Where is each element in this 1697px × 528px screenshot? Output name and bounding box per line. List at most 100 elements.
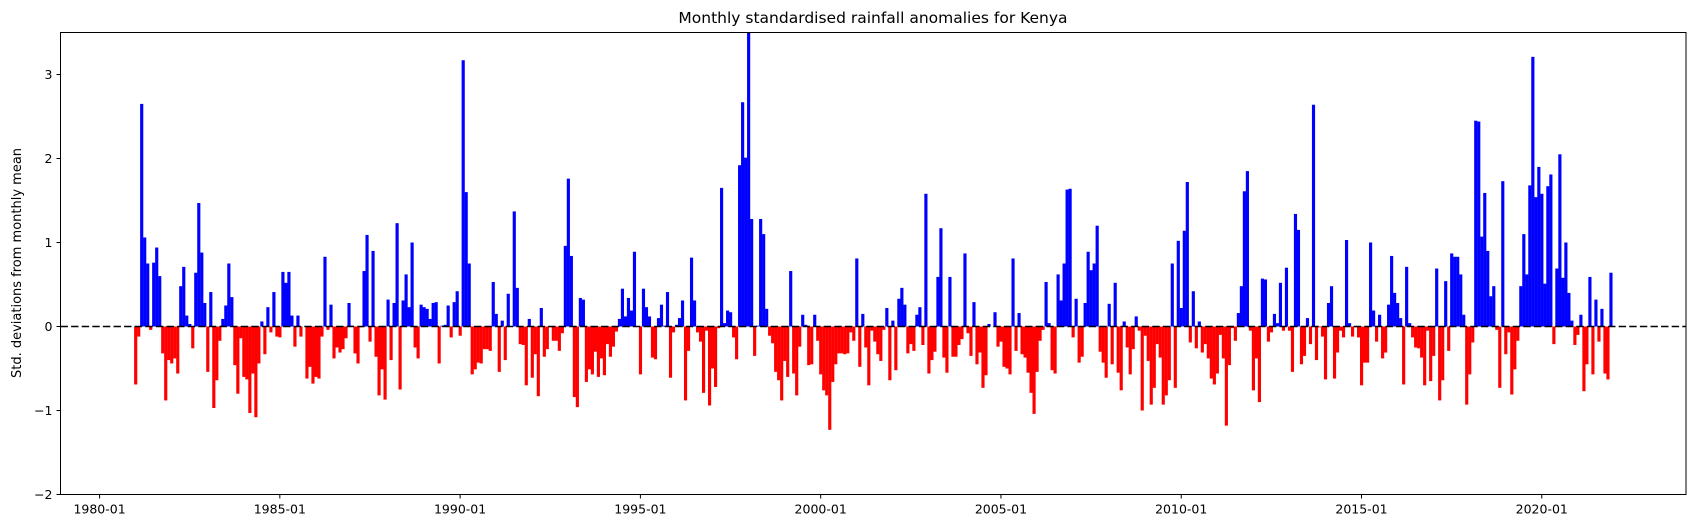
x-tick-label: 2020-01 <box>1516 502 1568 517</box>
bar <box>248 326 252 414</box>
bar <box>551 326 555 341</box>
bar <box>939 228 943 327</box>
bar <box>1429 326 1433 382</box>
bar <box>227 263 231 327</box>
bar <box>674 324 679 327</box>
bar <box>479 326 483 364</box>
bar <box>1387 304 1391 327</box>
bar <box>1462 314 1466 327</box>
bar <box>1152 326 1156 388</box>
bar <box>1552 326 1556 345</box>
bar <box>1158 326 1162 358</box>
bar <box>215 326 219 381</box>
bar <box>515 287 519 327</box>
bar <box>581 299 585 327</box>
bar <box>1486 250 1490 327</box>
bar <box>191 326 195 349</box>
bar <box>488 326 492 351</box>
bar <box>1420 326 1424 358</box>
bar <box>329 304 333 327</box>
bar <box>134 326 138 385</box>
bar <box>954 326 958 357</box>
bar <box>707 326 712 406</box>
bar <box>293 326 297 347</box>
bar <box>434 302 438 327</box>
bar <box>281 271 285 327</box>
bar <box>641 288 646 327</box>
bar <box>1047 323 1051 327</box>
bar <box>1029 326 1033 393</box>
bar <box>795 326 799 396</box>
bar <box>825 326 829 396</box>
bar <box>1372 310 1376 327</box>
bar <box>1513 326 1517 370</box>
bar <box>632 251 637 327</box>
y-axis: 3 2 1 0 −1 −2 <box>34 67 61 502</box>
bar <box>269 326 273 333</box>
bar <box>395 223 399 327</box>
bar <box>1221 326 1225 359</box>
bar <box>1089 270 1093 327</box>
bar <box>1194 326 1198 349</box>
bar <box>1212 326 1216 385</box>
bar <box>1101 326 1105 363</box>
bar <box>1341 326 1346 338</box>
bar <box>1465 326 1469 405</box>
bar <box>1504 326 1508 355</box>
bar <box>813 314 817 327</box>
bar <box>771 326 775 344</box>
bar <box>1396 302 1400 327</box>
bar <box>251 326 255 374</box>
bar <box>392 302 396 327</box>
bar <box>1489 296 1493 327</box>
bar <box>377 326 381 396</box>
bar <box>903 304 907 327</box>
y-tick-label: 3 <box>45 67 53 82</box>
bar <box>750 218 754 327</box>
bar <box>900 287 904 327</box>
bar <box>260 321 264 327</box>
bar <box>341 326 345 350</box>
bar <box>665 292 670 327</box>
bar <box>1113 282 1117 327</box>
bar <box>885 308 889 327</box>
bar <box>383 326 387 400</box>
bar <box>1134 316 1138 327</box>
bar <box>1224 326 1228 426</box>
bar <box>798 326 802 347</box>
y-tick-label: 1 <box>45 235 53 250</box>
bar <box>1582 326 1586 392</box>
y-tick-label: 2 <box>45 151 53 166</box>
bar <box>437 326 441 364</box>
y-tick-label: 0 <box>45 319 53 334</box>
bar <box>407 307 411 327</box>
bar <box>1167 326 1171 381</box>
bar <box>1555 268 1559 327</box>
bar <box>1384 326 1388 353</box>
bar <box>587 326 591 370</box>
bar <box>888 326 892 381</box>
bar <box>1197 321 1201 327</box>
bar <box>1549 174 1553 327</box>
x-tick-label: 1985-01 <box>254 502 306 517</box>
bar <box>1125 326 1129 348</box>
bar <box>368 326 372 342</box>
bar <box>867 326 871 386</box>
bar <box>1588 276 1592 327</box>
bar <box>1236 313 1240 327</box>
bar <box>972 302 976 327</box>
bar <box>1600 308 1604 327</box>
bar <box>1281 326 1286 331</box>
bar <box>1320 326 1325 337</box>
bar <box>1609 272 1613 327</box>
bar <box>1347 323 1352 327</box>
bar <box>762 234 766 327</box>
bar <box>921 326 925 345</box>
bar <box>653 326 658 360</box>
bar <box>476 326 480 363</box>
bar <box>1444 281 1448 327</box>
bar <box>735 326 739 360</box>
bar <box>629 310 634 327</box>
bar <box>638 326 643 375</box>
